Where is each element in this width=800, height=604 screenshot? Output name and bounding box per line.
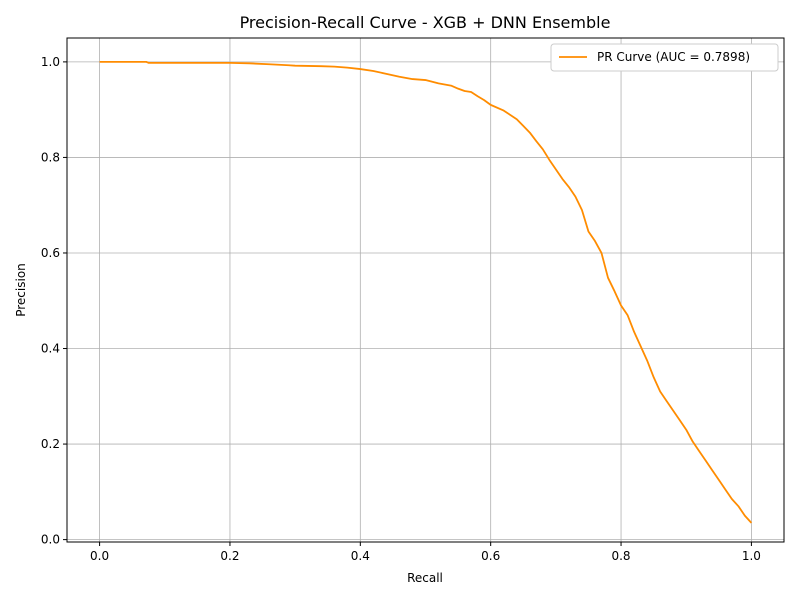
y-tick-label: 0.8 <box>41 150 60 164</box>
y-tick-label: 0.0 <box>41 533 60 547</box>
x-tick-label: 0.6 <box>481 549 500 563</box>
x-tick-label: 0.4 <box>351 549 370 563</box>
y-tick-label: 0.4 <box>41 342 60 356</box>
pr-curve-line <box>99 60 753 524</box>
legend: PR Curve (AUC = 0.7898) <box>550 43 779 72</box>
legend-label: PR Curve (AUC = 0.7898) <box>597 50 750 64</box>
x-tick-label: 1.0 <box>742 549 761 563</box>
y-axis-label: Precision <box>14 263 28 317</box>
x-tick-label: 0.8 <box>611 549 630 563</box>
plot-frame <box>66 37 785 543</box>
legend-box <box>550 43 779 72</box>
x-axis-label: Recall <box>407 571 443 585</box>
x-tick-label: 0.0 <box>90 549 109 563</box>
data-layer <box>99 60 753 524</box>
x-tick-label: 0.2 <box>220 549 239 563</box>
tick-layer: 0.0 0.2 0.4 0.6 0.8 1.0 0.0 0.2 0.4 0.6 0.8 1.0 <box>41 55 761 563</box>
y-tick-label: 0.2 <box>41 437 60 451</box>
y-tick-label: 0.6 <box>41 246 60 260</box>
grid-layer <box>67 38 784 542</box>
chart-title: Precision-Recall Curve - XGB + DNN Ensem… <box>240 13 611 32</box>
y-tick-label: 1.0 <box>41 55 60 69</box>
